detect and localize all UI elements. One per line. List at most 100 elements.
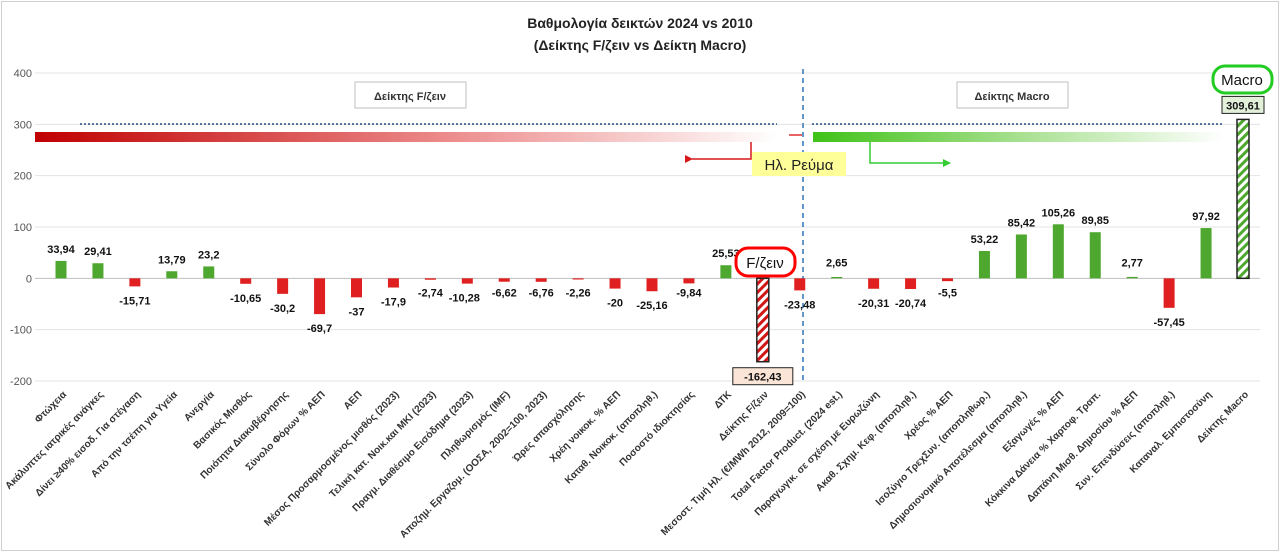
bar-21: [794, 278, 806, 291]
x-tick-label: Ώρες απασχόλησης: [510, 389, 586, 465]
bar-1: [55, 260, 67, 279]
data-label: 85,42: [1008, 217, 1036, 229]
data-label: -30,2: [270, 303, 295, 315]
y-tick-label: 100: [14, 222, 32, 234]
data-label: -20: [607, 298, 623, 310]
bar-25: [942, 278, 953, 282]
x-tick-label: Δημοσιονομικό Αποτέλεσμα (αποπληθ.): [887, 389, 1029, 531]
bar-23: [868, 278, 880, 289]
data-label: 33,94: [47, 244, 75, 256]
x-tick-label: Χρέη νοικοκ. % ΑΕΠ: [548, 389, 623, 464]
bar-20: [756, 277, 770, 363]
data-label: -9,84: [676, 287, 702, 299]
fzein-section-box: [354, 81, 467, 109]
bar-24: [905, 278, 917, 289]
data-label: -6,62: [492, 287, 517, 299]
bar-7: [277, 278, 289, 294]
data-label: -57,45: [1154, 317, 1185, 329]
data-label: -23,48: [784, 299, 815, 311]
data-label: -17,9: [381, 297, 406, 309]
data-label: 53,22: [971, 234, 999, 246]
data-label: -20,31: [858, 298, 889, 310]
bar-27: [1015, 234, 1027, 279]
y-tick-label: 0: [26, 273, 32, 285]
bars: [55, 118, 1250, 363]
data-label: -2,74: [418, 287, 444, 299]
bar-10: [387, 278, 399, 288]
fzein-callout: F/ζειν: [746, 255, 783, 272]
x-tick-label: Πληθωρισμός (IMF): [439, 389, 512, 462]
data-label-box: [1221, 95, 1265, 114]
data-label: -10,28: [449, 293, 480, 305]
bar-17: [646, 278, 658, 292]
data-label: -2,26: [566, 287, 591, 299]
fzein-gradient-bar: [35, 132, 777, 142]
gridlines: [35, 72, 1260, 382]
data-label: -10,65: [230, 293, 261, 305]
bar-3: [129, 278, 141, 287]
data-label: 29,41: [84, 246, 112, 258]
x-tick-label: ΑΕΠ: [342, 389, 365, 412]
bar-15: [572, 278, 584, 280]
data-label: 2,65: [826, 257, 847, 269]
data-label: 105,26: [1041, 207, 1075, 219]
macro-section-label: Δείκτης Macro: [974, 91, 1049, 103]
data-label: -69,7: [307, 323, 332, 335]
bar-4: [166, 271, 178, 279]
data-label: 97,92: [1192, 211, 1220, 223]
y-tick-label: -100: [10, 325, 32, 337]
data-label: 2,77: [1121, 257, 1142, 269]
fzein-callout-box: [734, 246, 797, 278]
x-tick-label: Φτώχεια: [33, 389, 70, 426]
bar-2: [92, 263, 104, 279]
data-label: -6,76: [529, 287, 554, 299]
bar-14: [535, 278, 547, 282]
red-arrow: [685, 142, 752, 163]
bar-28: [1052, 224, 1064, 279]
data-label: 23,2: [198, 249, 219, 261]
bar-6: [240, 278, 252, 284]
chart-title: Βαθμολογία δεικτών 2024 vs 2010: [527, 15, 753, 31]
data-labels: 33,94 29,41 -15,71 13,79 23,2 -10,65 -30,2 -69,…: [47, 95, 1265, 386]
macro-callout: Macro: [1221, 72, 1263, 89]
data-label: -37: [349, 306, 365, 318]
data-label-box: [732, 367, 794, 386]
bar-19: [720, 265, 732, 279]
bar-32: [1200, 228, 1212, 279]
bar-33: [1236, 118, 1250, 280]
data-label: -5,5: [938, 287, 957, 299]
bar-9: [351, 278, 362, 298]
bar-30: [1126, 276, 1138, 279]
data-label: 309,61: [1226, 100, 1260, 112]
fzein-section-label: Δείκτης F/ζειν: [374, 91, 446, 103]
electricity-label-box: [752, 152, 846, 176]
data-label: -20,74: [895, 298, 927, 310]
macro-callout-box: [1211, 64, 1274, 95]
bar-31: [1163, 278, 1175, 308]
data-label: -162,43: [744, 372, 781, 384]
bar-26: [978, 251, 990, 279]
x-tick-label: ΔΤΚ: [712, 389, 734, 411]
macro-gradient-bar: [813, 132, 1224, 142]
bar-16: [609, 278, 621, 289]
bar-29: [1089, 232, 1101, 279]
data-label: 89,85: [1081, 215, 1109, 227]
data-label: 13,79: [158, 254, 186, 266]
bar-12: [461, 278, 473, 284]
y-axis: 400 300 200 100 0 -100 -200: [10, 68, 32, 388]
y-tick-label: -200: [10, 376, 32, 388]
x-tick-label: Μέσος Προσαρμοσμένος μισθός (2023): [262, 389, 401, 528]
electricity-label: Ηλ. Ρεύμα: [765, 157, 834, 174]
chart-subtitle: (Δείκτης F/ζειν vs Δείκτη Macro): [534, 37, 747, 53]
bar-22: [831, 276, 843, 279]
macro-section-box: [956, 81, 1069, 109]
data-label: 25,53: [712, 248, 740, 260]
bar-8: [314, 278, 326, 315]
data-label: -15,71: [119, 295, 150, 307]
data-label: -25,16: [636, 300, 667, 312]
y-tick-label: 300: [14, 119, 32, 131]
bar-11: [424, 278, 436, 280]
